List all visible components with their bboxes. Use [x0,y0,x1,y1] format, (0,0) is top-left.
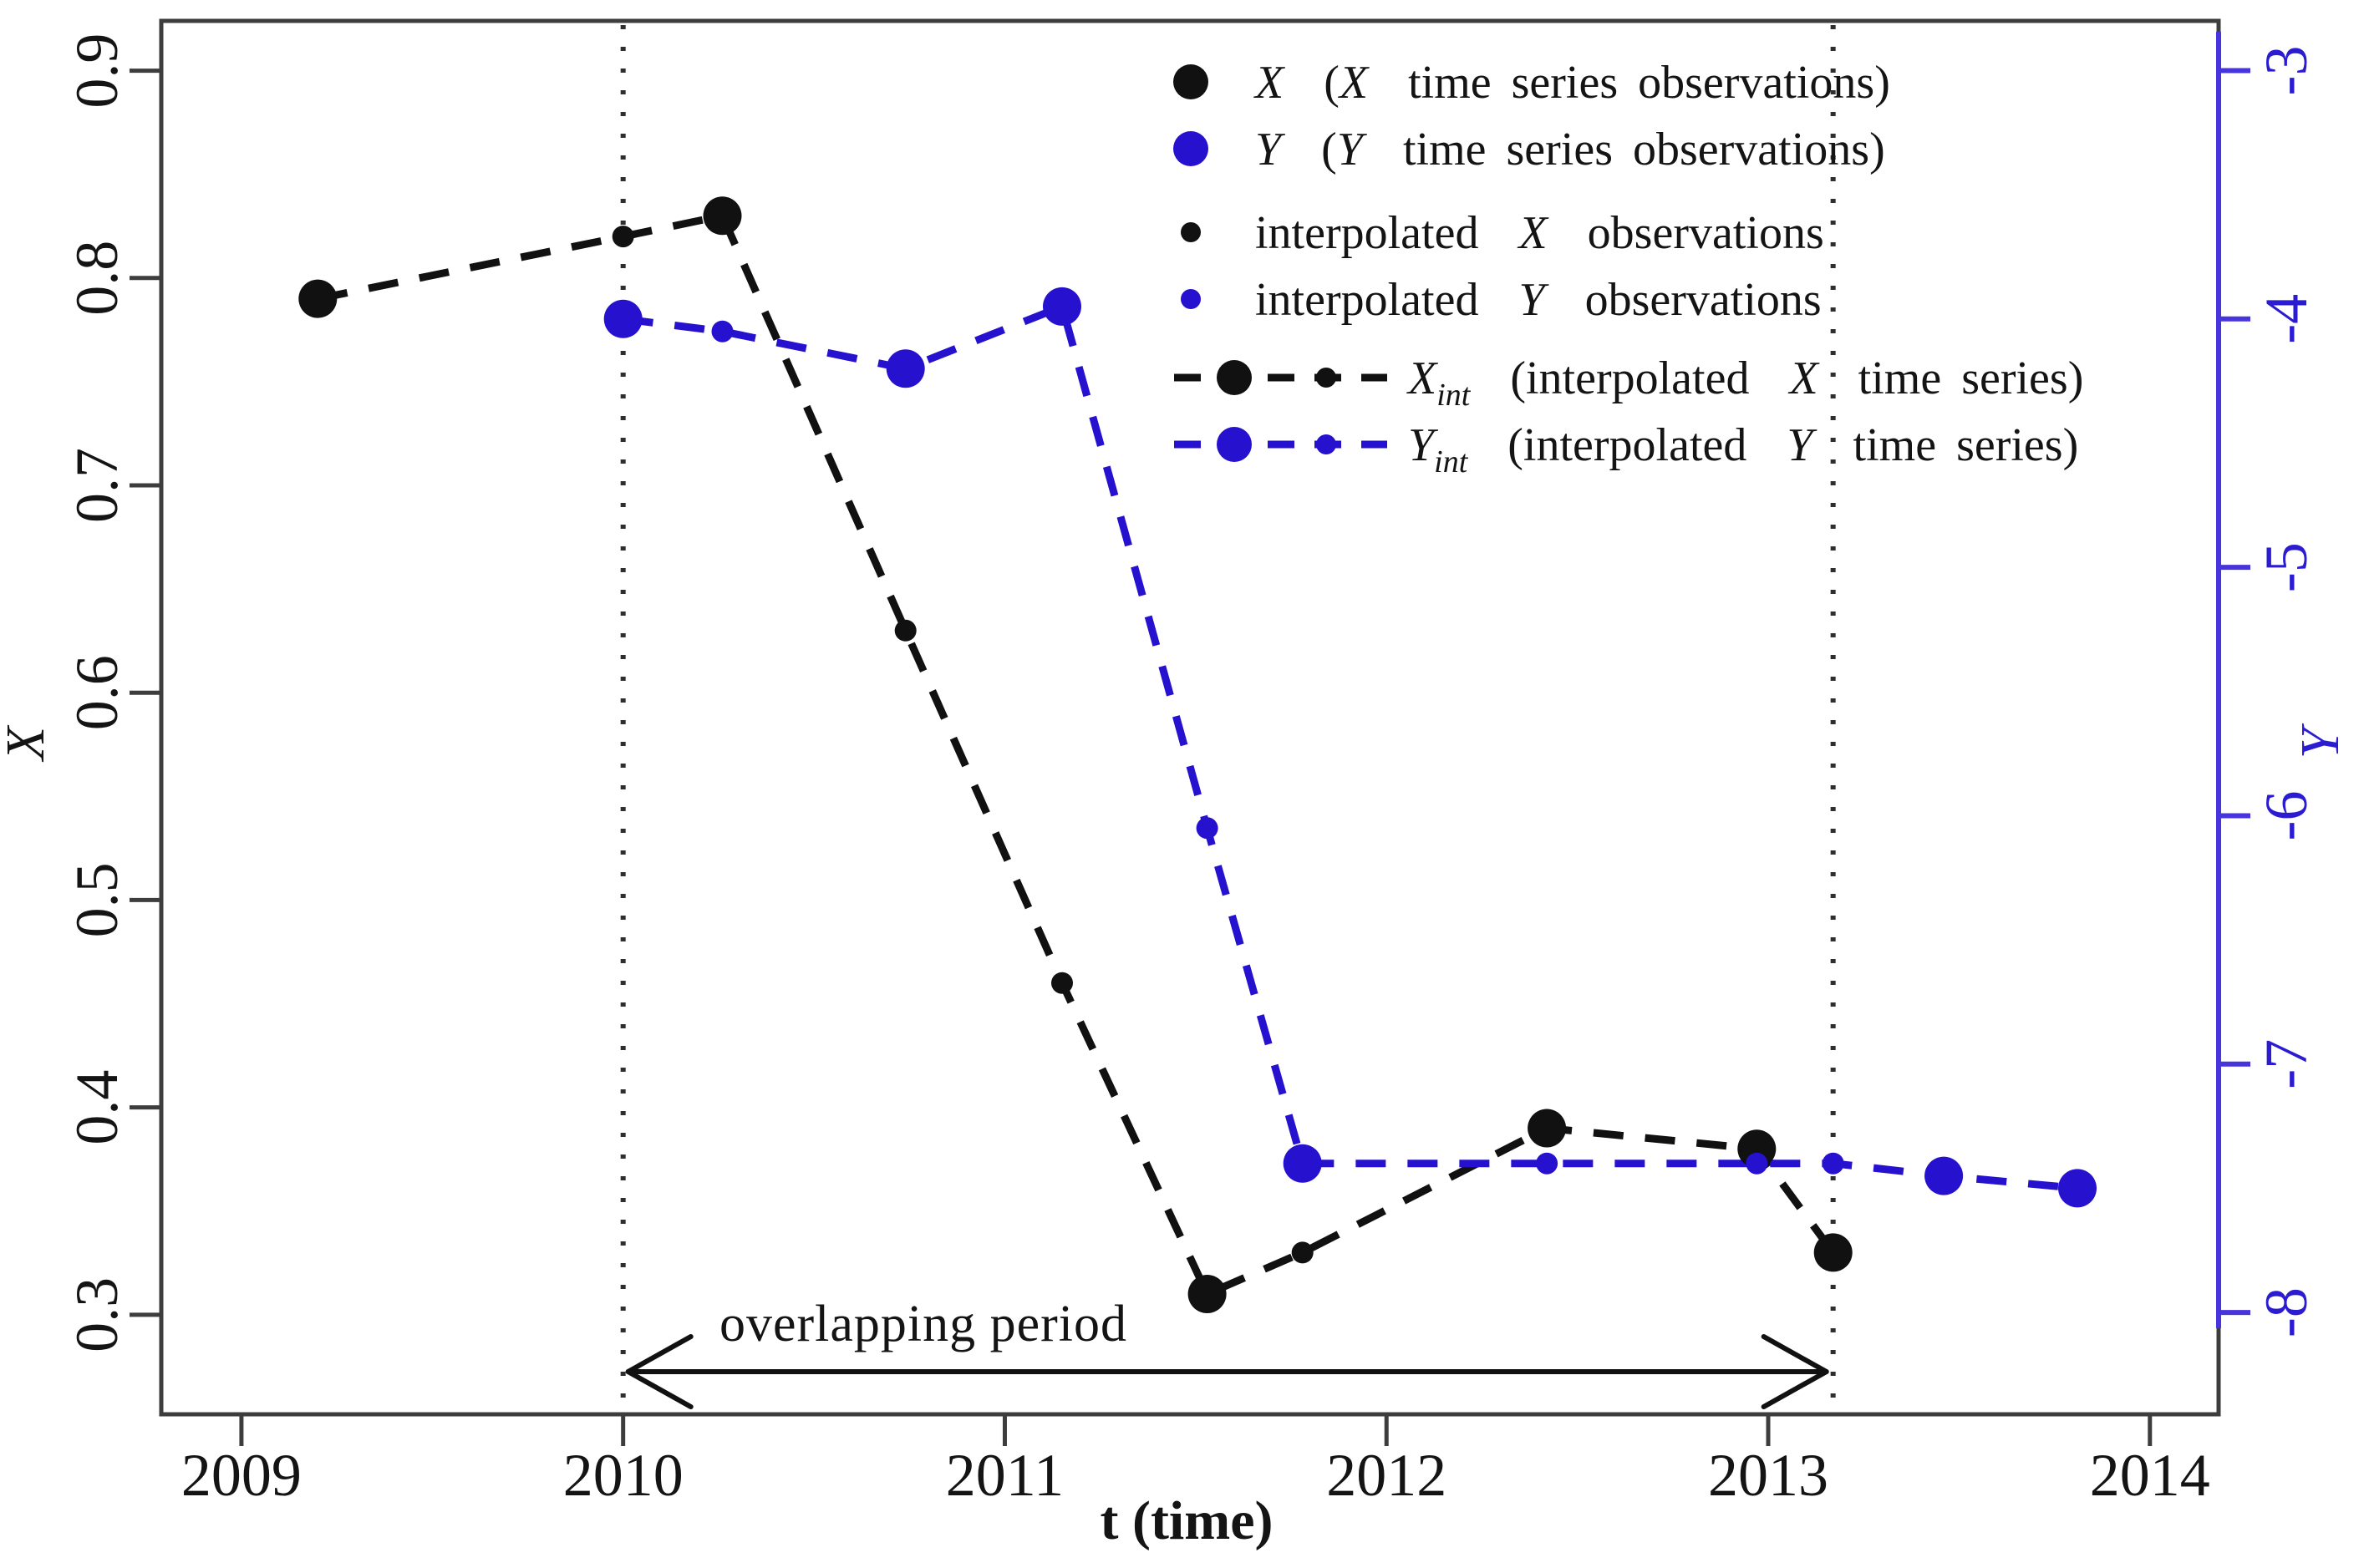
overlap-arrowhead-1 [625,1369,694,1409]
legend-marker-y-int-line [1316,434,1336,454]
legend-label-y-observations: Y (Y time series observations) [1255,124,1885,175]
y-left-tick-label: 0.6 [64,655,130,730]
interp-y-point [711,320,734,343]
y-left-tick-label: 0.7 [64,448,130,523]
y-left-tick-label: 0.5 [64,862,130,937]
legend-label-x-int-line: Xint (interpolated X time series) [1406,353,2083,413]
interp-y-point [1822,1152,1844,1175]
obs-y-point [2058,1169,2097,1208]
overlap-arrowhead-1 [625,1334,694,1374]
x-tick-label: 2011 [946,1442,1064,1509]
y-left-tick-label: 0.8 [64,241,130,316]
overlap-arrowhead-2 [1761,1334,1829,1374]
x-tick-label: 2009 [181,1442,302,1509]
legend-marker-x-observations [1173,64,1208,99]
legend-marker-y-int-line [1217,427,1252,462]
obs-y-point [1043,287,1081,326]
obs-x-point [1528,1109,1567,1148]
y-right-tick-label: -6 [2253,790,2320,840]
legend-label-interpolated-x-observations: interpolated X observations [1255,207,1824,259]
y-right-axis-title: Y [2290,723,2351,759]
obs-y-point [603,299,643,338]
y-right-tick-label: -3 [2253,45,2320,95]
overlap-arrowhead-2 [1761,1369,1829,1409]
y-left-tick-label: 0.3 [64,1277,130,1352]
overlap-period-label: overlapping period [719,1296,1127,1352]
chart-generated-layer: 2009 2010 2011 2012 2013 2014 0.9 0.8 0.7 0.6 0.5 0… [64,18,2320,1509]
obs-y-point [1924,1156,1964,1195]
x-axis-title: t (time) [1100,1490,1273,1551]
x-tick-label: 2014 [2090,1442,2210,1509]
interp-x-point [894,619,917,642]
y-right-tick-label: -4 [2253,294,2320,344]
legend-marker-interpolated-y-observations [1181,289,1201,309]
obs-x-point [1813,1233,1853,1272]
y-right-tick-label: -7 [2253,1039,2320,1089]
obs-y-point [1283,1144,1322,1183]
interp-x-point [1051,972,1073,994]
interp-y-point [1536,1152,1558,1175]
x-tick-label: 2012 [1326,1442,1446,1509]
y-left-tick-label: 0.4 [64,1070,130,1145]
legend-marker-x-int-line [1316,368,1336,388]
y-right-tick-label: -5 [2253,542,2320,592]
y-right-tick-label: -8 [2253,1287,2320,1337]
y-int-line [623,301,2078,1192]
legend-label-x-observations: X (X time series observations) [1253,57,1890,109]
legend-label-interpolated-y-observations: interpolated Y observations [1255,274,1822,326]
x-tick-label: 2013 [1708,1442,1828,1509]
interp-y-point [1746,1152,1768,1175]
x-int-line [317,211,1837,1299]
legend-marker-x-int-line [1217,360,1252,395]
obs-x-point [298,279,338,318]
obs-x-point [703,196,742,236]
y-left-tick-label: 0.9 [64,33,130,109]
obs-x-point [1187,1275,1227,1313]
interp-y-point [1196,817,1218,840]
interp-x-point [1291,1241,1314,1264]
interp-x-point [612,226,634,248]
obs-y-point [886,349,925,388]
x-tick-label: 2010 [563,1442,684,1509]
legend-label-y-int-line: Yint (interpolated Y time series) [1408,419,2078,480]
legend-marker-interpolated-x-observations [1181,222,1201,242]
y-left-axis-title: X [0,724,56,763]
legend-marker-y-observations [1173,131,1208,166]
